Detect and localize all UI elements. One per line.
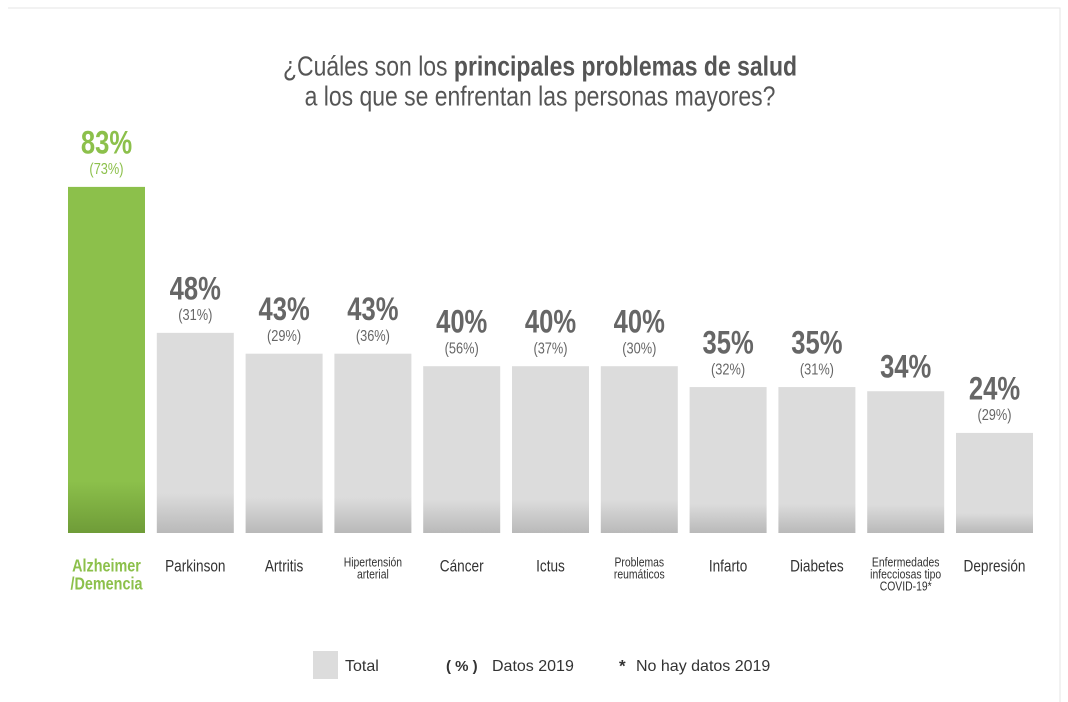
value-label: 40% — [525, 305, 576, 340]
value-label: 35% — [702, 326, 753, 361]
bar — [956, 432, 1033, 533]
value-label: 34% — [880, 350, 931, 385]
previous-value-label: (29%) — [977, 407, 1011, 425]
x-tick-label-line: infecciosas tipo — [870, 567, 941, 581]
previous-value-label: (29%) — [267, 328, 301, 346]
x-tick-label: Problemas reumáticos — [614, 555, 665, 581]
x-tick-label-line: Alzheimer — [72, 556, 141, 576]
value-label: 40% — [614, 305, 665, 340]
value-label: 40% — [436, 305, 487, 340]
chart-title: ¿Cuáles son los principales problemas de… — [283, 51, 797, 82]
value-label: 83% — [81, 126, 132, 161]
x-tick-label: Infarto — [709, 557, 748, 576]
previous-value-label: (30%) — [622, 340, 656, 358]
x-tick-label-line: Ictus — [536, 557, 565, 576]
x-tick-label-line: Hipertensión — [344, 555, 402, 569]
previous-value-label: (36%) — [356, 328, 390, 346]
x-tick-label-line: arterial — [357, 567, 389, 581]
x-tick-label-line: Problemas — [614, 555, 664, 569]
bar — [867, 391, 945, 533]
x-tick-label-line: Diabetes — [790, 557, 844, 576]
legend-label: Datos 2019 — [492, 658, 574, 675]
bar — [245, 353, 323, 533]
x-tick-label: Alzheimer/Demencia — [71, 556, 144, 594]
x-tick-label: Diabetes — [790, 557, 844, 576]
previous-value-label: (31%) — [178, 307, 212, 325]
legend-symbol: ( % ) — [446, 658, 478, 675]
x-tick-label: Hipertensión arterial — [344, 555, 402, 581]
previous-value-label: (73%) — [89, 161, 123, 179]
x-tick-label: Depresión — [964, 557, 1026, 576]
bar — [778, 387, 856, 533]
x-tick-label: Cáncer — [440, 557, 484, 576]
legend-symbol: * — [619, 656, 626, 675]
x-tick-label-line: /Demencia — [71, 574, 144, 594]
previous-value-label: (37%) — [533, 340, 567, 358]
legend-label: Total — [345, 658, 379, 675]
x-tick-label: Enfermedades infecciosas tipo COVID-19* — [870, 555, 941, 593]
bar — [334, 353, 412, 533]
value-label: 48% — [170, 272, 221, 307]
x-tick-label-line: Enfermedades — [872, 555, 940, 569]
legend-label: No hay datos 2019 — [636, 658, 770, 675]
x-tick-label-line: Artritis — [265, 557, 304, 576]
x-tick-label-line: Infarto — [709, 557, 748, 576]
previous-value-label: (56%) — [445, 340, 479, 358]
value-label: 35% — [791, 326, 842, 361]
bar — [512, 366, 589, 533]
bar — [156, 332, 234, 533]
frame — [8, 7, 1061, 702]
x-tick-label-line: reumáticos — [614, 567, 665, 581]
x-tick-label: Artritis — [265, 557, 304, 576]
previous-value-label: (31%) — [800, 361, 834, 379]
value-label: 24% — [969, 372, 1020, 407]
legend-swatch — [313, 651, 338, 679]
chart-subtitle: a los que se enfrentan las personas mayo… — [305, 81, 776, 112]
previous-value-label: (32%) — [711, 361, 745, 379]
x-tick-label: Parkinson — [165, 557, 225, 576]
bar — [423, 366, 501, 533]
bar — [600, 366, 678, 533]
bar — [689, 387, 767, 533]
x-tick-label-line: COVID-19* — [880, 579, 932, 593]
x-tick-label-line: Depresión — [964, 557, 1026, 576]
value-label: 43% — [347, 293, 398, 328]
x-tick-label-line: Parkinson — [165, 557, 225, 576]
value-label: 43% — [258, 293, 309, 328]
bar — [68, 186, 145, 533]
x-tick-label: Ictus — [536, 557, 565, 576]
x-tick-label-line: Cáncer — [440, 557, 484, 576]
